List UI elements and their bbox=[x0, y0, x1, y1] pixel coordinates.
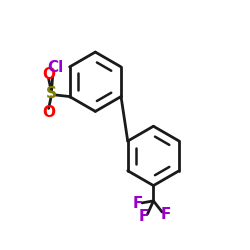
Text: Cl: Cl bbox=[48, 60, 64, 75]
Text: F: F bbox=[139, 210, 149, 224]
Text: O: O bbox=[42, 67, 55, 82]
Text: S: S bbox=[46, 86, 56, 101]
Text: F: F bbox=[160, 207, 171, 222]
Text: O: O bbox=[42, 105, 55, 120]
Text: F: F bbox=[133, 196, 143, 211]
